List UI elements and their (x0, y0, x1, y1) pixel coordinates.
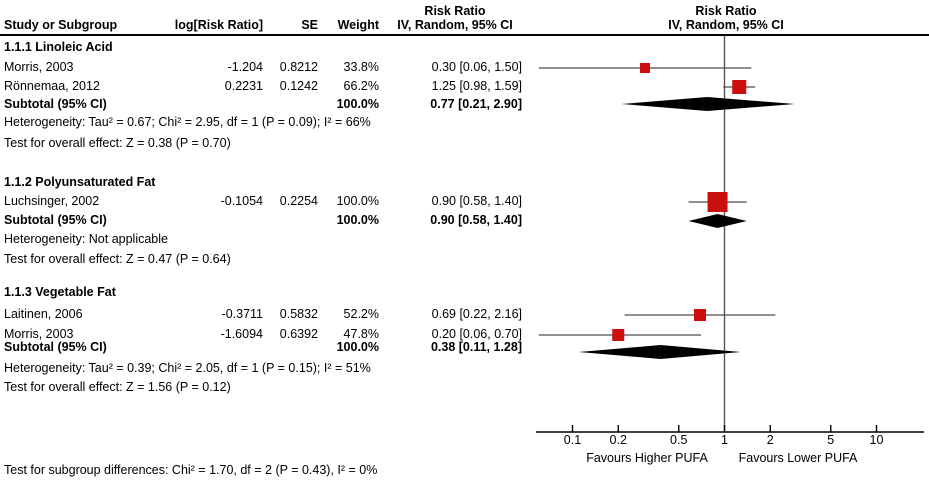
study-effect-square (694, 309, 707, 321)
subtotal-estimate: 0.38 [0.11, 1.28] (430, 340, 522, 354)
study-estimate: 1.25 [0.98, 1.59] (431, 79, 522, 93)
subgroup-title: 1.1.1 Linoleic Acid (4, 40, 113, 54)
subtotal-diamond (578, 345, 741, 359)
x-tick-label: 2 (766, 433, 774, 447)
study-name: Laitinen, 2006 (4, 307, 83, 321)
study-estimate: 0.30 [0.06, 1.50] (431, 60, 522, 74)
study-se: 0.2254 (279, 194, 318, 208)
study-effect-square (732, 80, 747, 94)
study-effect-square (612, 329, 625, 341)
heterogeneity-note: Heterogeneity: Tau² = 0.67; Chi² = 2.95,… (4, 115, 371, 129)
study-log-rr: -0.3711 (221, 307, 263, 321)
subtotal-label: Subtotal (95% CI) (4, 340, 107, 354)
subtotal-estimate: 0.90 [0.58, 1.40] (430, 213, 522, 227)
heterogeneity-note: Heterogeneity: Tau² = 0.39; Chi² = 2.05,… (4, 361, 371, 375)
favours-right-label: Favours Lower PUFA (738, 451, 858, 465)
heterogeneity-note: Heterogeneity: Not applicable (4, 232, 168, 246)
subtotal-weight: 100.0% (336, 213, 379, 227)
subtotal-weight: 100.0% (336, 97, 379, 111)
x-tick-label: 1 (721, 433, 728, 447)
favours-left-label: Favours Higher PUFA (586, 451, 708, 465)
study-log-rr: 0.2231 (224, 79, 263, 93)
study-se: 0.5832 (279, 307, 318, 321)
subtotal-estimate: 0.77 [0.21, 2.90] (430, 97, 522, 111)
subgroup-differences-note: Test for subgroup differences: Chi² = 1.… (4, 463, 378, 477)
subgroup-title: 1.1.2 Polyunsaturated Fat (4, 175, 156, 189)
study-weight: 47.8% (343, 327, 379, 341)
header-underline (0, 34, 929, 36)
subtotal-weight: 100.0% (336, 340, 379, 354)
x-tick-label: 10 (869, 433, 884, 447)
subtotal-label: Subtotal (95% CI) (4, 213, 107, 227)
study-weight: 33.8% (343, 60, 379, 74)
study-log-rr: -1.6094 (220, 327, 263, 341)
plot-column-header-line2: IV, Random, 95% CI (668, 18, 784, 32)
se-column-header: SE (301, 18, 318, 32)
study-log-rr: -0.1054 (220, 194, 263, 208)
study-name: Luchsinger, 2002 (4, 194, 100, 208)
study-estimate: 0.90 [0.58, 1.40] (431, 194, 522, 208)
x-tick-label: 0.5 (670, 433, 688, 447)
study-se: 0.6392 (279, 327, 318, 341)
overall-effect-note: Test for overall effect: Z = 1.56 (P = 0… (4, 380, 231, 394)
effect-column-header-line1: Risk Ratio (424, 4, 486, 18)
subtotal-diamond (621, 97, 795, 111)
logrr-column-header: log[Risk Ratio] (174, 18, 263, 32)
study-column-header: Study or Subgroup (4, 18, 118, 32)
study-effect-square (707, 192, 728, 212)
study-weight: 100.0% (336, 194, 379, 208)
study-se: 0.8212 (279, 60, 318, 74)
weight-column-header: Weight (337, 18, 379, 32)
study-weight: 52.2% (343, 307, 379, 321)
study-se: 0.1242 (279, 79, 318, 93)
effect-column-header-line2: IV, Random, 95% CI (397, 18, 513, 32)
overall-effect-note: Test for overall effect: Z = 0.38 (P = 0… (4, 136, 231, 150)
study-name: Rönnemaa, 2012 (4, 79, 100, 93)
x-tick-label: 5 (827, 433, 835, 447)
study-log-rr: -1.204 (227, 60, 263, 74)
study-weight: 66.2% (343, 79, 379, 93)
study-effect-square (640, 63, 651, 73)
subtotal-diamond (688, 214, 747, 228)
x-tick-label: 0.1 (563, 433, 582, 447)
study-name: Morris, 2003 (4, 60, 74, 74)
study-estimate: 0.20 [0.06, 0.70] (431, 327, 522, 341)
overall-effect-note: Test for overall effect: Z = 0.47 (P = 0… (4, 252, 231, 266)
subgroup-title: 1.1.3 Vegetable Fat (4, 285, 116, 299)
study-estimate: 0.69 [0.22, 2.16] (431, 307, 522, 321)
study-name: Morris, 2003 (4, 327, 74, 341)
subtotal-label: Subtotal (95% CI) (4, 97, 107, 111)
plot-column-header-line1: Risk Ratio (695, 4, 757, 18)
x-tick-label: 0.2 (609, 433, 627, 447)
